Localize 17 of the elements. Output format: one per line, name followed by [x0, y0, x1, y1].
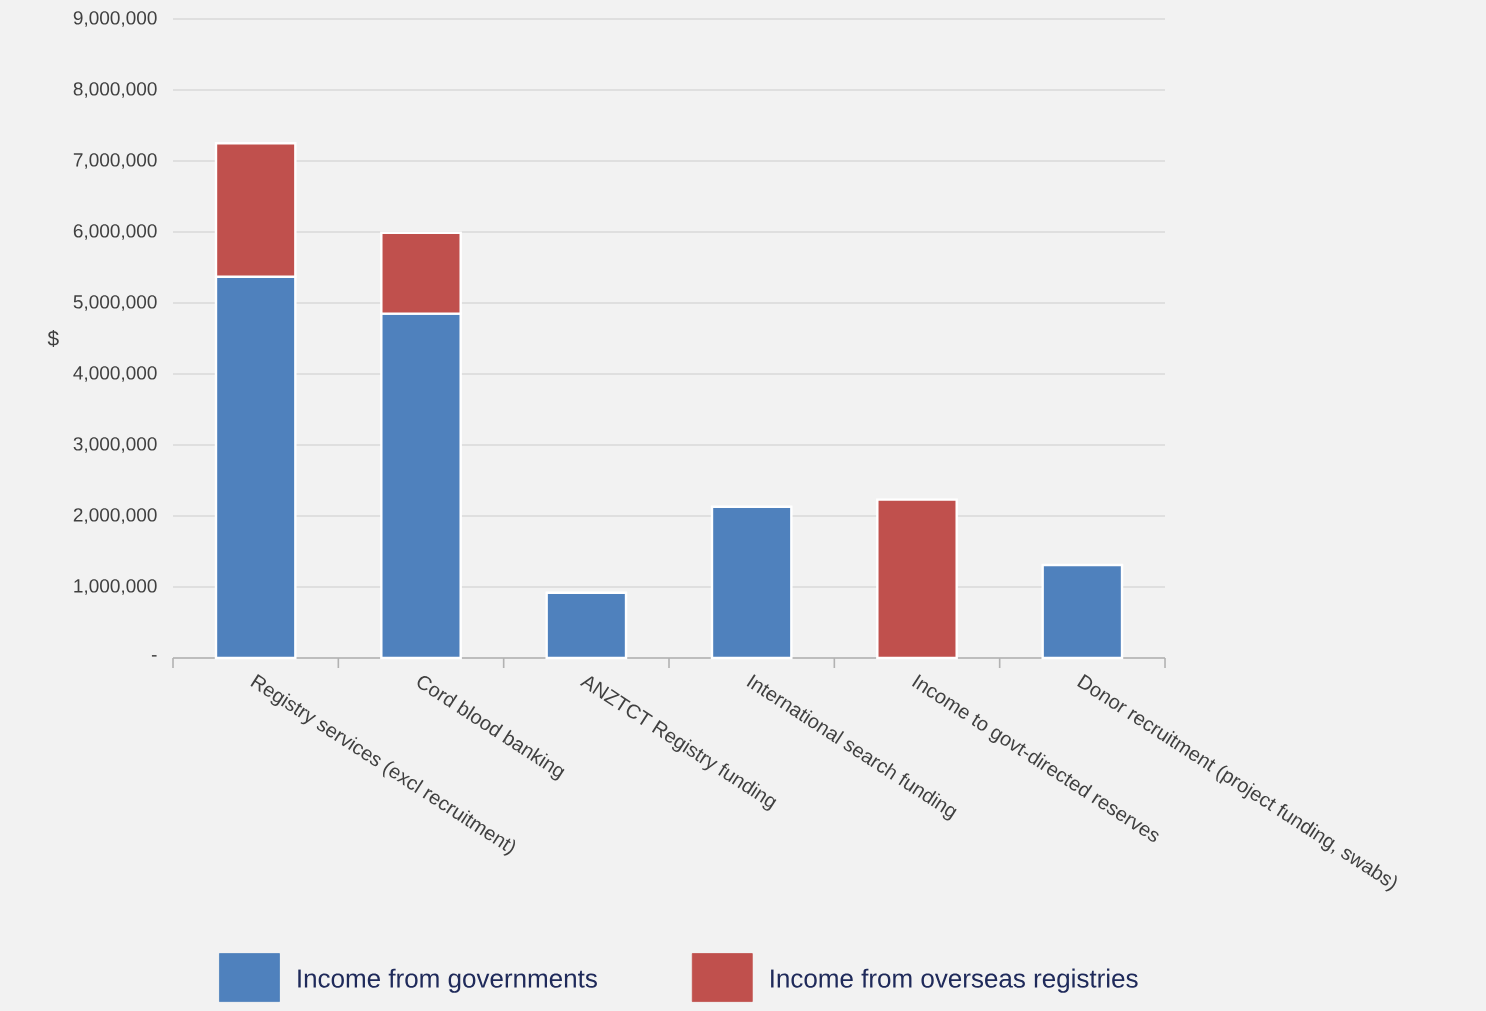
bar — [876, 498, 958, 660]
y-axis-title: $ — [47, 330, 59, 347]
bar — [710, 505, 793, 660]
y-tick-label: 7,000,000 — [73, 153, 157, 169]
legend-label: Income from overseas registries — [771, 968, 1138, 993]
bar — [1041, 563, 1124, 660]
y-tick-label: 3,000,000 — [73, 437, 157, 453]
y-tick-label: 2,000,000 — [73, 508, 157, 524]
y-tick-label: 4,000,000 — [73, 366, 157, 382]
y-tick-label: 6,000,000 — [73, 224, 157, 240]
y-tick-label: 8,000,000 — [73, 82, 157, 98]
legend-label: Income from governments — [298, 968, 597, 993]
y-tick-label: 5,000,000 — [73, 295, 157, 311]
y-tick-label: - — [151, 655, 157, 657]
bar — [545, 591, 628, 660]
y-tick-label: 9,000,000 — [73, 11, 157, 27]
y-tick-label: 1,000,000 — [74, 579, 157, 595]
